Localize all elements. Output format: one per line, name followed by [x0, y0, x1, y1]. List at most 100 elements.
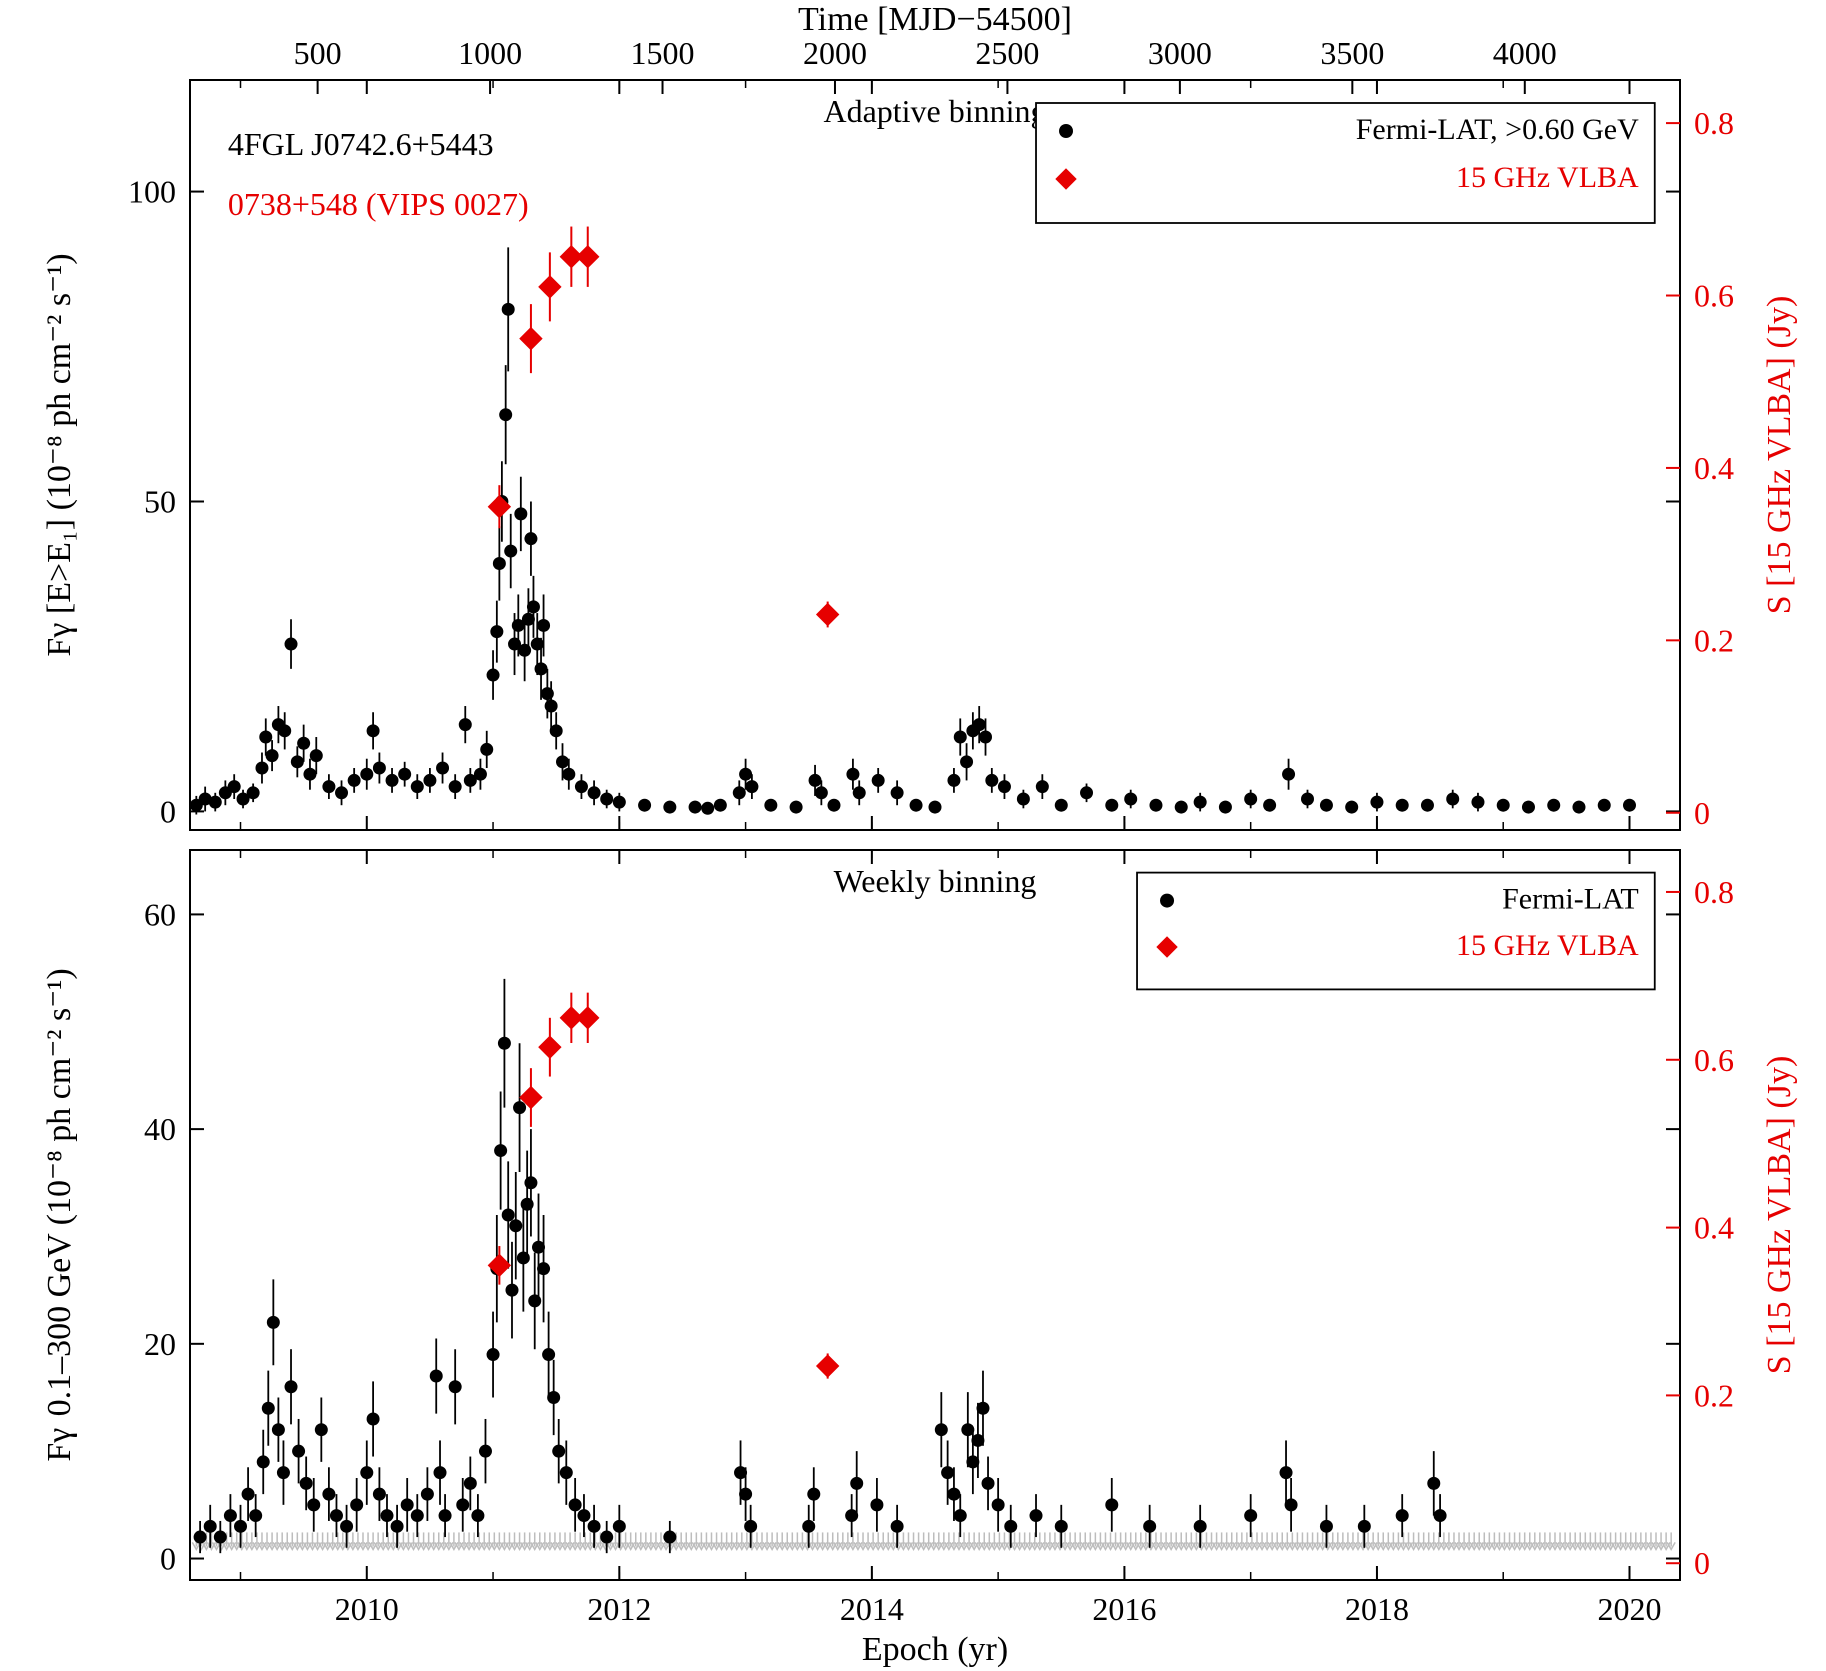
fermi-point [1572, 801, 1585, 814]
fermi-point [569, 1498, 582, 1511]
fermi-point [335, 786, 348, 799]
fermi-point [550, 724, 563, 737]
fermi-point [430, 1370, 443, 1383]
fermi-point [267, 1316, 280, 1329]
fermi-point [471, 1509, 484, 1522]
fermi-point [247, 786, 260, 799]
fermi-point [954, 731, 967, 744]
fermi-point [1421, 799, 1434, 812]
fermi-point [1370, 796, 1383, 809]
fermi-point [514, 507, 527, 520]
fermi-point [802, 1520, 815, 1533]
vlba-point [577, 246, 599, 268]
fermi-point [663, 1531, 676, 1544]
fermi-point [350, 1498, 363, 1511]
fermi-point [575, 780, 588, 793]
fermi-point [505, 1284, 518, 1297]
fermi-point [1320, 799, 1333, 812]
left-y-tick-label: 20 [144, 1326, 176, 1362]
right-y-axis-title: S [15 GHz VLBA] (Jy) [1761, 296, 1798, 615]
fermi-point [870, 1498, 883, 1511]
fermi-point [542, 1348, 555, 1361]
right-y-tick-label: 0.8 [1694, 105, 1734, 141]
top-x-axis-title: Time [MJD−54500] [798, 1, 1072, 38]
right-y-tick-label: 0.6 [1694, 1042, 1734, 1078]
fermi-point [303, 768, 316, 781]
fermi-point [421, 1488, 434, 1501]
right-y-tick-label: 0.4 [1694, 450, 1734, 486]
fermi-point [1301, 793, 1314, 806]
fermi-point [224, 1509, 237, 1522]
fermi-point [545, 700, 558, 713]
fermi-point [739, 768, 752, 781]
fermi-point [910, 799, 923, 812]
top-x-tick-label: 2000 [803, 35, 867, 71]
fermi-point [423, 774, 436, 787]
fermi-point [976, 1402, 989, 1415]
vlba-point [817, 1355, 839, 1377]
fermi-point [1244, 1509, 1257, 1522]
fermi-point [474, 768, 487, 781]
fermi-point [285, 1380, 298, 1393]
fermi-point [1345, 801, 1358, 814]
fermi-point [577, 1509, 590, 1522]
fermi-point [973, 718, 986, 731]
fermi-point [502, 303, 515, 316]
left-y-axis-title: Fγ [E>E₁] (10⁻⁸ ph cm⁻² s⁻¹) [41, 253, 78, 656]
fermi-point [373, 762, 386, 775]
fermi-point [499, 408, 512, 421]
fermi-point [891, 786, 904, 799]
fermi-point [1471, 796, 1484, 809]
right-y-axis-title: S [15 GHz VLBA] (Jy) [1761, 1056, 1798, 1375]
fermi-point [827, 799, 840, 812]
fermi-point [891, 1520, 904, 1533]
right-y-tick-label: 0.4 [1694, 1210, 1734, 1246]
fermi-point [255, 762, 268, 775]
fermi-point [745, 780, 758, 793]
top-x-tick-label: 4000 [1493, 35, 1557, 71]
panel-annotation: 0738+548 (VIPS 0027) [228, 186, 529, 222]
fermi-point [330, 1509, 343, 1522]
fermi-point [1547, 799, 1560, 812]
fermi-point [941, 1466, 954, 1479]
fermi-point [744, 1520, 757, 1533]
fermi-point [1219, 801, 1232, 814]
fermi-point [929, 801, 942, 814]
bottom-x-axis-title: Epoch (yr) [862, 1631, 1008, 1668]
vlba-point [520, 328, 542, 350]
fermi-point [456, 1498, 469, 1511]
left-y-tick-label: 50 [144, 483, 176, 519]
fermi-point [1396, 799, 1409, 812]
fermi-point [315, 1423, 328, 1436]
fermi-point [524, 532, 537, 545]
fermi-point [386, 774, 399, 787]
fermi-point [537, 619, 550, 632]
fermi-point [1285, 1498, 1298, 1511]
fermi-point [739, 1488, 752, 1501]
fermi-point [547, 1391, 560, 1404]
fermi-point [214, 1531, 227, 1544]
fermi-point [1320, 1520, 1333, 1533]
fermi-point [1149, 799, 1162, 812]
panel-title: Weekly binning [834, 863, 1037, 899]
fermi-point [600, 1531, 613, 1544]
legend-label: Fermi-LAT, >0.60 GeV [1356, 113, 1639, 146]
fermi-point [498, 1037, 511, 1050]
fermi-point [935, 1423, 948, 1436]
fermi-point [367, 1412, 380, 1425]
fermi-point [1244, 793, 1257, 806]
fermi-point [209, 796, 222, 809]
fermi-point [228, 780, 241, 793]
x-tick-label: 2016 [1092, 1591, 1156, 1627]
fermi-point [348, 774, 361, 787]
fermi-point [790, 801, 803, 814]
fermi-point [502, 1209, 515, 1222]
left-y-tick-label: 60 [144, 896, 176, 932]
x-tick-label: 2010 [335, 1591, 399, 1627]
fermi-point [1105, 799, 1118, 812]
legend-label: 15 GHz VLBA [1456, 161, 1639, 194]
left-y-tick-label: 40 [144, 1111, 176, 1147]
fermi-point [764, 799, 777, 812]
x-tick-label: 2018 [1345, 1591, 1409, 1627]
fermi-point [310, 749, 323, 762]
